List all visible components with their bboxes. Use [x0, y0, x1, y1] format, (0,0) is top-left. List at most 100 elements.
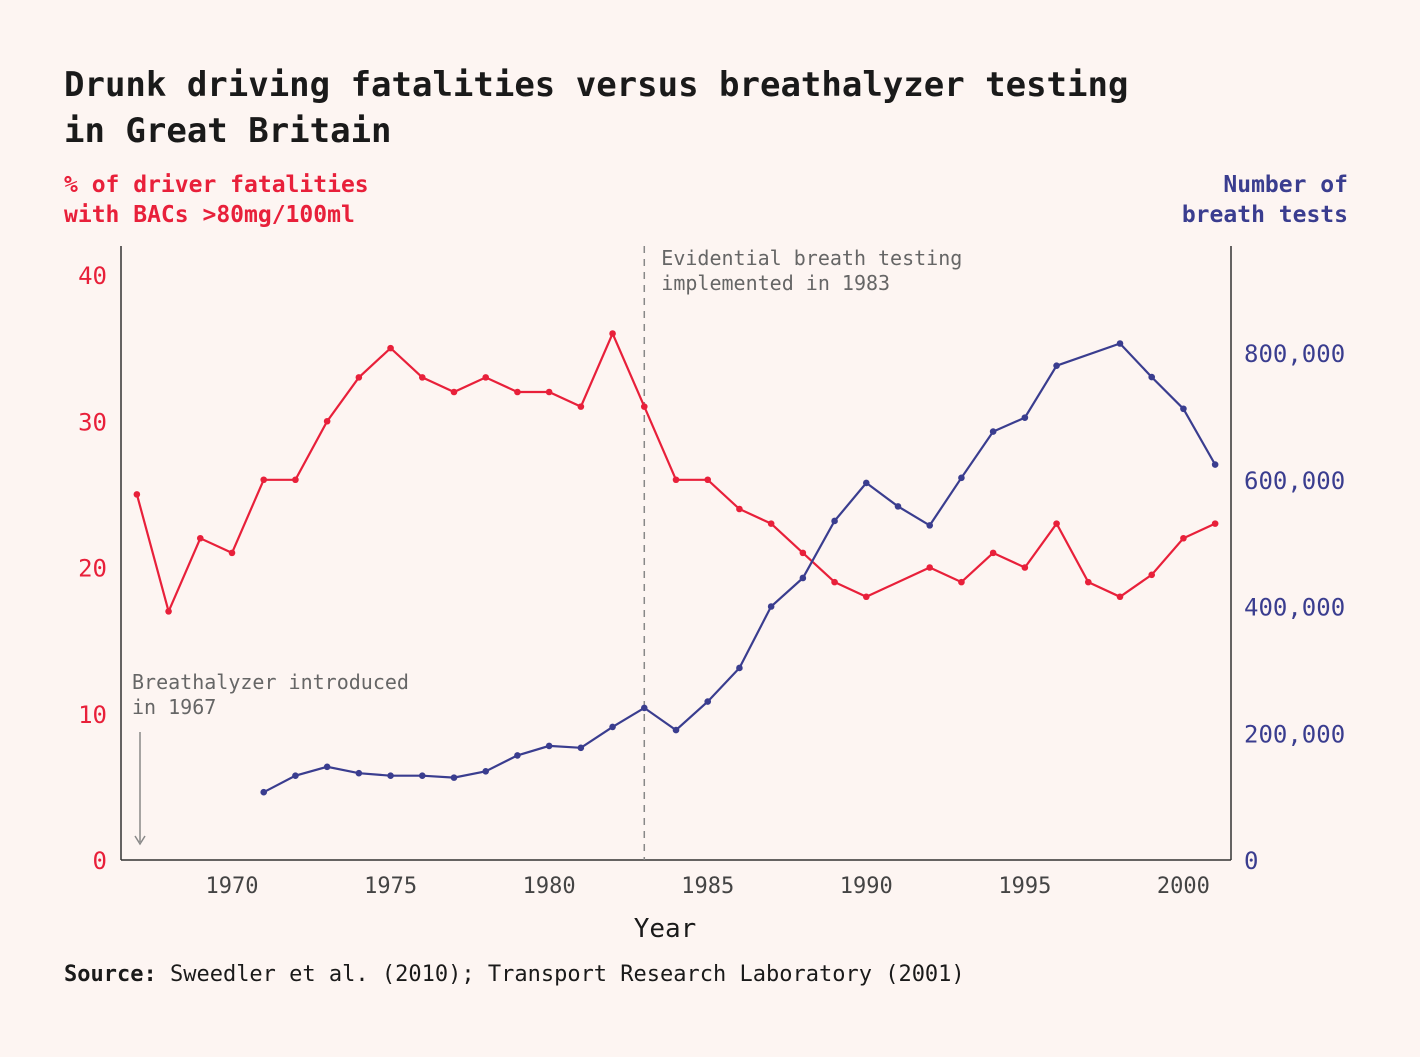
- right-y-tick-label: 400,000: [1244, 594, 1345, 622]
- breath-tests-data-point: [989, 428, 997, 435]
- right-y-tick-label: 0: [1244, 847, 1258, 875]
- line-chart: 0 10 20 30 40 0 200,000 400,000 600,000 800,000 19…: [78, 246, 1345, 944]
- breath-tests-data-point: [704, 698, 712, 705]
- fatalities-data-point: [926, 564, 934, 571]
- fatalities-data-point: [514, 388, 521, 396]
- x-tick-label: 1970: [206, 874, 259, 899]
- x-tick-label: 1995: [998, 874, 1051, 899]
- fatalities-data-point: [196, 534, 204, 542]
- fatalities-data-point: [767, 520, 775, 527]
- fatalities-data-point: [133, 491, 141, 498]
- breath-tests-data-point: [1116, 340, 1124, 347]
- breath-tests-data-point: [672, 726, 680, 734]
- breathalyzer-annotation-line1: Breathalyzer introduced: [132, 670, 409, 694]
- left-y-tick-label: 10: [78, 701, 107, 729]
- x-tick-label: 2000: [1157, 874, 1210, 899]
- breath-tests-data-point: [514, 752, 521, 759]
- breath-tests-data-point: [577, 744, 585, 752]
- fatalities-data-point: [260, 476, 268, 484]
- breath-tests-data-point: [387, 772, 394, 780]
- fatalities-data-point: [958, 578, 965, 586]
- fatalities-data-point: [165, 608, 172, 615]
- breath-tests-data-point: [355, 769, 363, 777]
- chart-title-line1: Drunk driving fatalities versus breathal…: [64, 65, 1129, 105]
- breath-tests-data-point: [450, 774, 458, 781]
- fatalities-data-point: [355, 374, 363, 381]
- breathalyzer-arrow-head: [134, 835, 146, 846]
- fatalities-data-point: [831, 578, 838, 586]
- breath-tests-data-point: [926, 522, 934, 529]
- left-y-tick-label: 40: [78, 262, 107, 290]
- x-tick-label: 1975: [364, 874, 417, 899]
- evidential-testing-annotation-line2: implemented in 1983: [661, 271, 890, 295]
- fatalities-data-point: [862, 593, 870, 601]
- fatalities-data-point: [1021, 564, 1029, 571]
- breath-tests-data-point: [958, 474, 965, 482]
- fatalities-data-point: [1180, 534, 1187, 542]
- source-note: Source: Sweedler et al. (2010); Transpor…: [64, 962, 965, 987]
- fatalities-data-point: [577, 403, 585, 410]
- source-text: Sweedler et al. (2010); Transport Resear…: [156, 962, 965, 987]
- fatalities-data-point: [482, 374, 490, 381]
- fatalities-data-point: [799, 549, 807, 557]
- breath-tests-data-point: [1148, 373, 1156, 381]
- chart-title: Drunk driving fatalities versus breathal…: [64, 62, 1364, 154]
- fatalities-data-point: [1053, 520, 1060, 527]
- breath-tests-data-point: [1053, 362, 1060, 369]
- fatalities-data-point: [736, 505, 743, 513]
- right-y-tick-label: 800,000: [1244, 340, 1345, 368]
- fatalities-data-point: [1148, 571, 1156, 579]
- fatalities-data-point: [450, 388, 458, 396]
- source-label: Source:: [64, 962, 157, 987]
- fatalities-data-point: [1084, 578, 1092, 586]
- fatalities-data-point: [228, 549, 236, 557]
- left-y-tick-label: 30: [78, 408, 107, 436]
- left-axis-title-line1: % of driver fatalities: [64, 172, 369, 198]
- fatalities-data-point: [323, 417, 331, 425]
- left-axis-title-line2: with BACs >80mg/100ml: [64, 202, 355, 228]
- x-tick-label: 1990: [840, 874, 893, 899]
- evidential-testing-annotation-line1: Evidential breath testing: [661, 246, 962, 270]
- breath-tests-data-point: [767, 603, 775, 610]
- chart-title-line2: in Great Britain: [64, 111, 392, 151]
- fatalities-data-point: [292, 476, 299, 484]
- breath-tests-data-point: [799, 574, 807, 582]
- fatalities-data-point: [640, 403, 648, 410]
- breath-tests-data-point: [260, 788, 268, 796]
- right-axis-title-line1: Number of: [1223, 172, 1348, 198]
- left-axis-title: % of driver fatalities with BACs >80mg/1…: [64, 170, 369, 230]
- breath-tests-data-point: [1021, 414, 1029, 421]
- breath-tests-data-point: [545, 742, 553, 750]
- breathalyzer-annotation-line2: in 1967: [132, 695, 216, 719]
- fatalities-series-line: [135, 330, 1216, 615]
- breath-tests-series-line: [263, 342, 1217, 794]
- breath-tests-data-point: [418, 772, 426, 780]
- breath-tests-data-point: [482, 767, 490, 775]
- breath-tests-data-point: [640, 704, 648, 712]
- fatalities-data-point: [672, 476, 680, 484]
- fatalities-data-point: [1116, 593, 1124, 601]
- right-axis-title: Number of breath tests: [1182, 170, 1348, 230]
- breath-tests-data-point: [1180, 405, 1187, 413]
- right-axis-title-line2: breath tests: [1181, 202, 1348, 228]
- fatalities-data-point: [989, 549, 997, 557]
- right-y-tick-label: 200,000: [1244, 720, 1345, 748]
- x-tick-label: 1980: [523, 874, 576, 899]
- breath-tests-data-point: [609, 723, 616, 731]
- fatalities-data-point: [1211, 520, 1219, 527]
- breath-tests-data-point: [862, 479, 870, 487]
- breath-tests-data-point: [292, 772, 299, 780]
- fatalities-data-point: [704, 476, 712, 484]
- breath-tests-data-point: [323, 763, 331, 771]
- x-tick-label: 1985: [681, 874, 734, 899]
- left-y-tick-label: 20: [78, 555, 107, 583]
- right-y-tick-label: 600,000: [1244, 467, 1345, 495]
- breath-tests-data-point: [894, 503, 902, 510]
- fatalities-data-point: [418, 374, 426, 381]
- left-y-tick-label: 0: [93, 847, 107, 875]
- x-axis-label: Year: [634, 914, 697, 944]
- fatalities-data-point: [387, 344, 394, 352]
- fatalities-data-point: [609, 330, 616, 337]
- breath-tests-data-point: [736, 664, 743, 672]
- breath-tests-data-point: [1211, 461, 1219, 468]
